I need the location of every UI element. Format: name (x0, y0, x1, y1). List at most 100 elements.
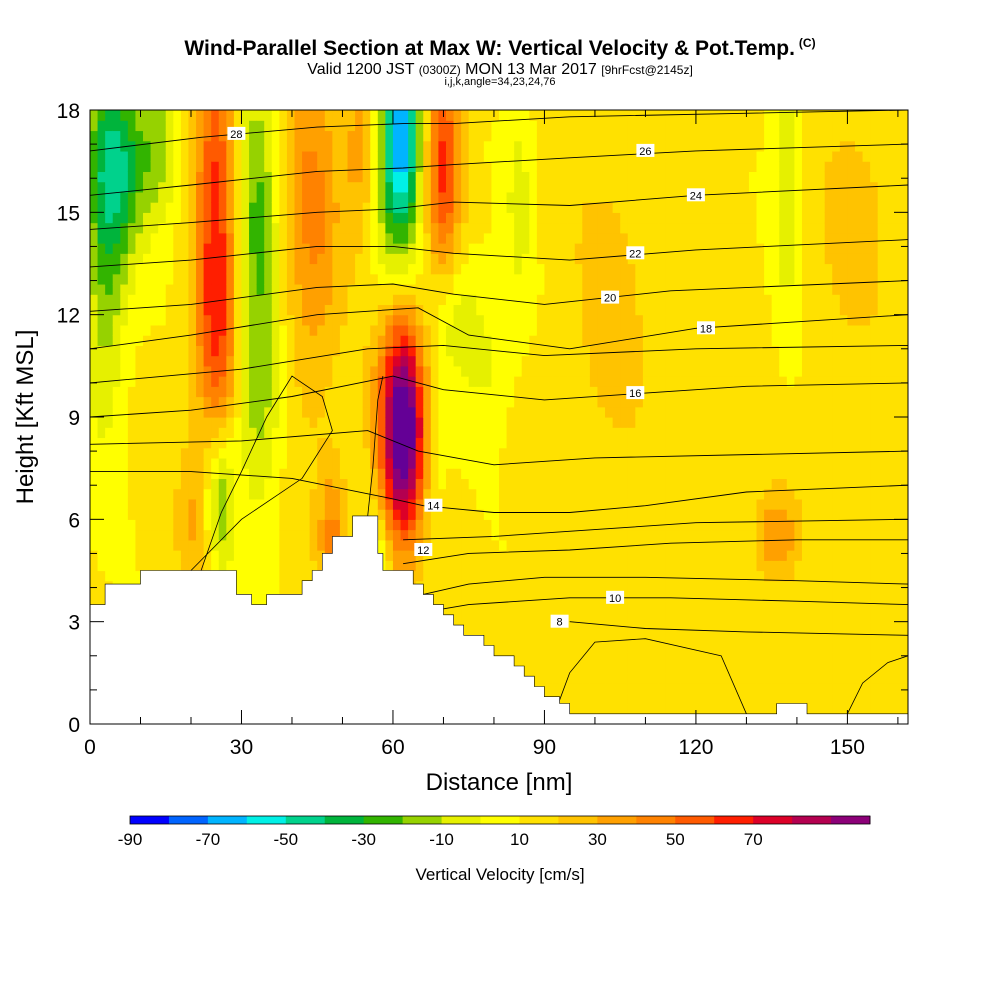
velocity-cell (506, 509, 515, 520)
velocity-cell (317, 386, 326, 398)
velocity-cell (302, 376, 311, 387)
velocity-cell (112, 478, 121, 490)
velocity-cell (438, 417, 447, 428)
velocity-cell (468, 406, 477, 418)
velocity-cell (665, 457, 674, 469)
velocity-cell (612, 396, 621, 408)
velocity-cell (309, 324, 318, 336)
velocity-cell (256, 232, 265, 244)
velocity-cell (461, 161, 470, 172)
velocity-cell (665, 560, 674, 572)
velocity-cell (256, 345, 265, 357)
velocity-cell (324, 191, 333, 203)
velocity-cell (673, 662, 682, 674)
velocity-cell (627, 703, 636, 715)
velocity-cell (453, 468, 462, 479)
velocity-cell (339, 478, 349, 490)
velocity-cell (514, 345, 523, 357)
velocity-cell (688, 519, 697, 531)
velocity-cell (521, 273, 530, 285)
velocity-cell (392, 273, 402, 285)
velocity-cell (650, 253, 659, 265)
velocity-cell (143, 130, 152, 142)
velocity-cell (286, 498, 296, 510)
velocity-cell (173, 171, 182, 183)
velocity-cell (249, 130, 258, 142)
velocity-cell (218, 273, 227, 285)
velocity-cell (445, 468, 455, 479)
velocity-cell (241, 191, 250, 203)
velocity-cell (324, 324, 333, 336)
velocity-cell (483, 468, 493, 479)
velocity-cell (680, 509, 689, 520)
velocity-cell (567, 212, 576, 224)
velocity-cell (249, 191, 258, 203)
velocity-cell (249, 304, 258, 316)
velocity-cell (695, 601, 705, 613)
velocity-cell (461, 171, 470, 183)
velocity-cell (226, 181, 235, 193)
velocity-cell (127, 253, 137, 265)
velocity-cell (105, 324, 114, 336)
velocity-cell (567, 202, 576, 213)
velocity-cell (355, 396, 364, 408)
velocity-cell (445, 191, 455, 203)
velocity-cell (438, 202, 447, 213)
velocity-cell (658, 580, 667, 592)
velocity-cell (605, 345, 614, 357)
velocity-cell (385, 478, 394, 490)
velocity-cell (552, 560, 561, 572)
velocity-cell (211, 191, 220, 203)
velocity-cell (499, 550, 508, 561)
velocity-cell (90, 263, 99, 275)
velocity-cell (544, 222, 553, 234)
velocity-cell (665, 611, 674, 623)
velocity-cell (597, 396, 606, 408)
velocity-cell (370, 324, 379, 336)
velocity-cell (211, 161, 220, 172)
velocity-cell (483, 437, 493, 449)
velocity-cell (506, 202, 515, 213)
velocity-cell (453, 253, 462, 265)
velocity-cell (324, 509, 333, 520)
velocity-cell (695, 294, 705, 306)
velocity-cell (521, 447, 530, 459)
velocity-cell (90, 457, 99, 469)
velocity-cell (188, 243, 197, 254)
velocity-cell (309, 191, 318, 203)
velocity-cell (218, 150, 227, 162)
velocity-cell (127, 335, 137, 346)
velocity-cell (589, 171, 599, 183)
forecast-info: [9hrFcst@2145z] (601, 63, 693, 77)
velocity-cell (218, 294, 227, 306)
velocity-cell (567, 427, 576, 439)
velocity-cell (211, 232, 220, 244)
velocity-cell (650, 283, 659, 295)
velocity-cell (476, 110, 485, 121)
velocity-cell (211, 222, 220, 234)
velocity-cell (536, 314, 546, 326)
velocity-cell (567, 396, 576, 408)
velocity-cell (499, 539, 508, 551)
velocity-cell (589, 662, 599, 674)
velocity-cell (324, 396, 333, 408)
velocity-cell (218, 406, 227, 418)
velocity-cell (355, 427, 364, 439)
velocity-cell (362, 253, 371, 265)
velocity-cell (415, 202, 424, 213)
velocity-cell (642, 396, 652, 408)
velocity-cell (226, 498, 235, 510)
velocity-cell (415, 130, 424, 142)
velocity-cell (150, 417, 159, 428)
velocity-cell (642, 529, 652, 541)
velocity-cell (347, 253, 356, 265)
velocity-cell (355, 355, 364, 367)
velocity-cell (544, 509, 553, 520)
velocity-cell (680, 519, 689, 531)
velocity-cell (544, 662, 553, 674)
velocity-cell (400, 498, 409, 510)
velocity-cell (582, 324, 591, 336)
velocity-cell (105, 365, 114, 377)
velocity-cell (521, 110, 530, 121)
